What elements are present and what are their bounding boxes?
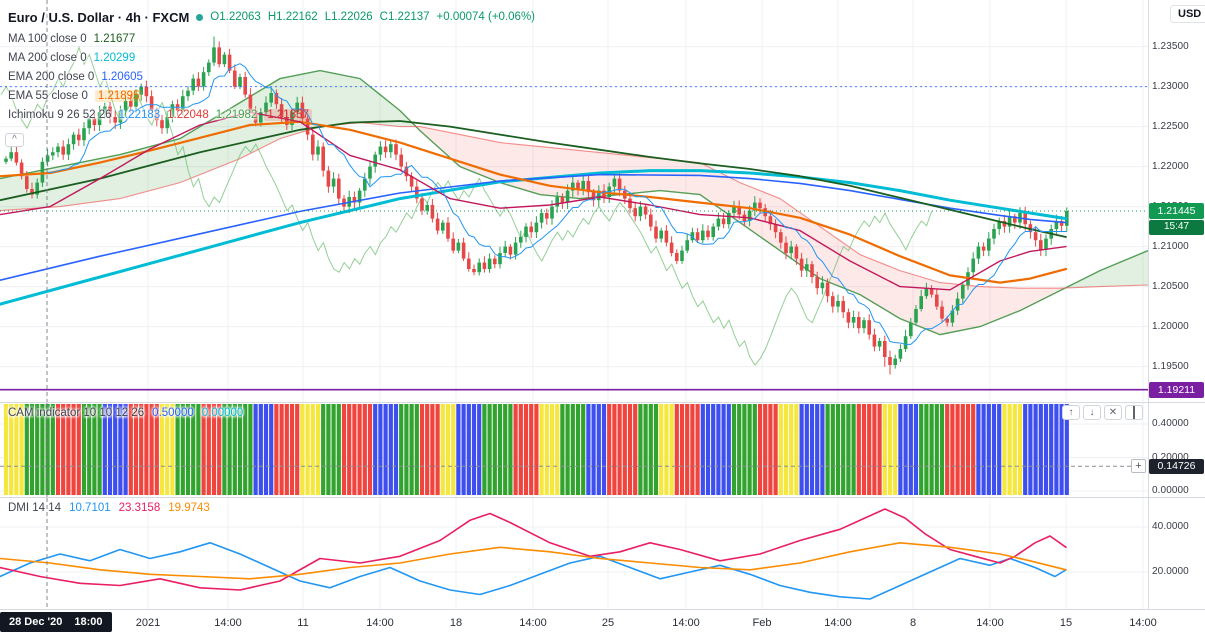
dmi-line-di+ [0,541,1067,600]
pane-resize-handle[interactable] [0,402,1205,403]
symbol-title[interactable]: Euro / U.S. Dollar · 4h · FXCM [8,9,190,25]
crosshair-date: 28 Dec '20 [9,616,63,628]
ichimoku-base-value: 1.22048 [167,108,209,121]
cam-indicator-pane[interactable] [0,403,1148,497]
cam-bars [3,404,1069,495]
ichimoku-conversion-value: 1.22183 [118,108,161,121]
ema200-label[interactable]: EMA 200 close 0 [8,70,95,83]
dmi-minus-di-value: 23.3158 [118,502,161,514]
ma200-line [0,169,1068,306]
cam-level-badge: 0.14726 [1149,459,1204,474]
time-axis-label: 2021 [135,617,161,629]
price-axis-label: 0.40000 [1152,418,1189,429]
tenkan-line [47,63,1067,345]
kijun-line [0,111,1067,291]
time-axis-label: Feb [752,617,772,629]
ohlc-high: H1.22162 [267,11,318,23]
crosshair-time-badge: 28 Dec '20 18:00 [0,612,112,632]
ma200-value: 1.20299 [93,51,136,64]
time-axis-label: 14:00 [366,617,394,629]
dmi-gridlines [0,498,1148,609]
price-axis-label: 0.00000 [1152,485,1189,496]
ichimoku-lagging-value: 1.21982 [215,108,258,121]
price-axis-label: 40.0000 [1152,521,1189,532]
market-status-dot [196,13,204,21]
pane-move-down-button[interactable]: ↓ [1083,405,1101,420]
time-axis-label: 14:00 [824,617,852,629]
add-alert-plus-button[interactable]: + [1131,459,1146,473]
ohlc-low: L1.22026 [324,11,373,23]
maximize-icon [1133,406,1135,419]
price-axis-label: 0.20000 [1152,452,1189,463]
price-axis-label: 1.22000 [1152,161,1189,172]
price-axis-label: 1.20500 [1152,281,1189,292]
pane-maximize-button[interactable] [1125,405,1143,420]
time-axis[interactable]: 28 Dec '20 18:00 2021 14:00 11 14:00 18 14:00… [0,610,1205,638]
cam-legend: CAM indicator 10 10 12 26 0.50000 0.0000… [8,407,243,419]
time-axis-label: 8 [909,617,917,629]
ohlc-change: +0.00074 (+0.06%) [436,11,535,23]
cam-label[interactable]: CAM indicator 10 10 12 26 [8,407,145,419]
ma100-label[interactable]: MA 100 close 0 [8,32,87,45]
legend-collapse-button[interactable]: ^ [5,133,24,147]
main-chart-pane[interactable] [0,0,1148,402]
ichimoku-label[interactable]: Ichimoku 9 26 52 26 [8,108,112,121]
ema55-label[interactable]: EMA 55 close 0 [8,89,88,102]
price-axis-label: 1.19500 [1152,361,1189,372]
price-axis-label: 20.0000 [1152,566,1189,577]
price-axis[interactable]: 1.21445 15:47 1.19211 0.14726 1.23500 1.2… [1149,0,1205,610]
time-axis-label: 14:00 [214,617,242,629]
time-axis-label: 14:00 [519,617,547,629]
pane-resize-handle[interactable] [0,497,1205,498]
price-axis-label: 1.22500 [1152,121,1189,132]
time-axis-divider [0,609,1205,610]
ma100-value: 1.21677 [93,32,136,45]
pane-move-up-button[interactable]: ↑ [1062,405,1080,420]
time-axis-label: 14:00 [1129,617,1157,629]
cam-value-2: 0.00000 [201,407,244,419]
candles-series [4,36,1069,375]
ma200-label[interactable]: MA 200 close 0 [8,51,87,64]
dmi-line-adx [0,541,1067,580]
legend: Euro / U.S. Dollar · 4h · FXCM O1.22063 … [8,5,535,124]
cam-value-1: 0.50000 [152,407,194,419]
time-axis-label: 14:00 [976,617,1004,629]
ichimoku-lead-value: 1.21857 [264,108,312,121]
dmi-label[interactable]: DMI 14 14 [8,502,62,514]
ema55-value: 1.21895 [94,89,143,102]
pane-controls: ↑ ↓ ✕ [1062,405,1143,420]
time-axis-label: 14:00 [672,617,700,629]
dmi-plus-di-value: 10.7101 [69,502,111,514]
purple-level-badge: 1.19211 [1149,382,1204,398]
time-axis-label: 18 [449,617,463,629]
price-axis-divider [1148,0,1149,610]
ema55-line [0,120,1068,284]
main-gridlines [0,0,1148,402]
dmi-line-di- [0,508,1067,591]
time-axis-label: 11 [297,617,309,629]
dmi-legend: DMI 14 14 10.7101 23.3158 19.9743 [8,502,210,514]
current-price-badge: 1.21445 [1149,203,1204,219]
time-axis-label: 15 [1059,617,1073,629]
dmi-adx-value: 19.9743 [168,502,210,514]
price-axis-label: 1.23500 [1152,41,1189,52]
ema200-line [0,173,1067,282]
ma100-line [0,120,1067,238]
ohlc-open: O1.22063 [210,11,261,23]
crosshair-time: 18:00 [74,616,103,628]
currency-button[interactable]: USD [1170,5,1205,23]
time-axis-label: 25 [601,617,615,629]
ema200-value: 1.20605 [101,70,143,83]
ohlc-close: C1.22137 [379,11,430,23]
price-axis-label: 1.23000 [1152,81,1189,92]
pane-close-button[interactable]: ✕ [1104,405,1122,420]
candle-countdown-badge: 15:47 [1149,220,1204,235]
price-axis-label: 1.21000 [1152,241,1189,252]
dmi-indicator-pane[interactable] [0,498,1148,609]
price-axis-label: 1.20000 [1152,321,1189,332]
